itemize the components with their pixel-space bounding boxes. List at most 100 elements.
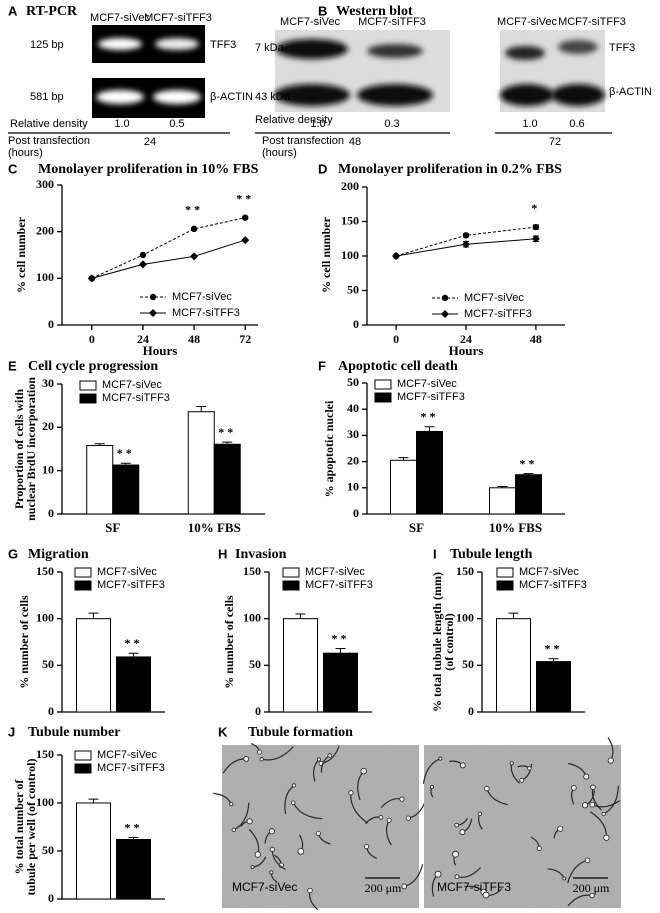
legend-label: MCF7-siTFF3 <box>97 579 165 591</box>
cell <box>386 817 392 823</box>
cell <box>482 891 490 899</box>
size-label: 43 kDa <box>255 91 291 103</box>
x-tick-label: 0 <box>89 332 95 346</box>
cell <box>589 892 595 899</box>
cell <box>603 834 610 841</box>
cell <box>348 790 354 796</box>
y-axis-label: % cell number <box>14 216 28 293</box>
panel-title: Invasion <box>235 547 287 562</box>
bar <box>76 618 111 713</box>
significance: ** <box>236 191 254 205</box>
legend-swatch <box>79 393 97 404</box>
legend-swatch <box>496 567 514 578</box>
legend-label: MCF7-siTFF3 <box>305 579 373 591</box>
legend-swatch <box>79 380 97 391</box>
cell <box>459 829 466 836</box>
panel-label: K <box>218 724 228 739</box>
x-tick-label: 10% FBS <box>188 520 241 535</box>
density-value: 1.0 <box>522 118 537 130</box>
cell <box>269 870 274 875</box>
y-tick-label: 0 <box>353 506 359 520</box>
legend-label: MCF7-siVec <box>519 566 579 578</box>
y-tick-label: 100 <box>36 610 54 624</box>
band <box>98 38 142 50</box>
cell <box>257 749 263 755</box>
x-tick-label: 10% FBS <box>489 520 542 535</box>
y-axis-label: Proportion of cells with <box>12 389 26 509</box>
data-point <box>392 252 401 260</box>
x-tick-label: 0 <box>393 332 399 346</box>
significance: ** <box>218 425 236 439</box>
band <box>274 84 350 106</box>
cell <box>454 874 460 880</box>
y-tick-label: 50 <box>42 657 54 671</box>
x-tick-label: SF <box>409 520 424 535</box>
tubule <box>292 802 323 820</box>
x-tick-label: 48 <box>188 332 200 346</box>
cell <box>509 761 514 766</box>
y-tick-label: 20 <box>347 453 359 467</box>
target-label: TFF3 <box>609 42 635 54</box>
panel-title: Cell cycle progression <box>28 359 158 374</box>
y-tick-label: 100 <box>341 248 359 262</box>
image-label: MCF7-siTFF3 <box>437 880 511 894</box>
significance: * <box>531 201 540 215</box>
cell <box>268 828 275 835</box>
time-value: 72 <box>549 136 561 148</box>
y-tick-label: 150 <box>341 213 359 227</box>
data-point <box>242 214 249 221</box>
y-tick-label: 150 <box>243 564 261 578</box>
y-tick-label: 200 <box>36 223 54 237</box>
cell <box>536 845 542 851</box>
significance: ** <box>185 203 203 217</box>
y-tick-label: 50 <box>42 843 54 857</box>
data-point <box>462 240 470 249</box>
cell <box>589 801 596 808</box>
cell <box>246 818 253 825</box>
lane-label: MCF7-siTFF3 <box>558 16 626 28</box>
y-tick-label: 0 <box>48 891 54 905</box>
panel-title: RT-PCR <box>26 4 78 19</box>
panel-a: A RT-PCR MCF7-siVec MCF7-siTFF3 125 bp 5… <box>8 3 253 159</box>
error-bar <box>424 426 435 432</box>
data-point <box>138 260 147 269</box>
cell <box>562 876 567 881</box>
target-label: β-ACTIN <box>609 86 652 98</box>
x-tick-label: 24 <box>137 332 149 346</box>
cell <box>438 756 443 761</box>
cell <box>601 811 607 817</box>
legend-swatch <box>496 580 514 591</box>
x-axis-label: Hours <box>449 343 484 358</box>
panel-label: I <box>433 546 437 561</box>
y-tick-label: 50 <box>347 282 359 296</box>
y-tick-label: 30 <box>347 427 359 441</box>
band <box>505 46 545 60</box>
cell <box>590 784 596 790</box>
lane-label: MCF7-siVec <box>497 16 557 28</box>
band <box>367 44 423 58</box>
panel-label: H <box>218 546 227 561</box>
tubules <box>422 736 621 907</box>
y-tick-label: 100 <box>36 795 54 809</box>
legend-swatch <box>74 763 92 774</box>
error-bar <box>295 613 306 619</box>
y-axis-label: % total tubule length (mm) <box>430 572 444 712</box>
density-label: Relative density <box>10 118 88 130</box>
legend-label: MCF7-siVec <box>397 378 457 390</box>
density-value: 0.3 <box>384 118 399 130</box>
band <box>558 40 598 54</box>
cell <box>571 785 577 791</box>
legend-label: MCF7-siVec <box>172 291 232 303</box>
x-tick-label: SF <box>105 520 120 535</box>
panel-title: Apoptotic cell death <box>338 359 458 374</box>
y-tick-label: 0 <box>48 506 54 520</box>
lane-label: MCF7-siVec <box>90 12 150 24</box>
y-axis-label: % cell number <box>319 216 333 293</box>
cell <box>307 887 313 894</box>
panel-k: K Tubule formation MCF7-siVec 200 μm MCF… <box>213 724 621 911</box>
legend-swatch <box>74 580 92 591</box>
x-tick-label: 24 <box>460 332 472 346</box>
bar <box>515 474 542 515</box>
target-label: TFF3 <box>210 39 236 51</box>
